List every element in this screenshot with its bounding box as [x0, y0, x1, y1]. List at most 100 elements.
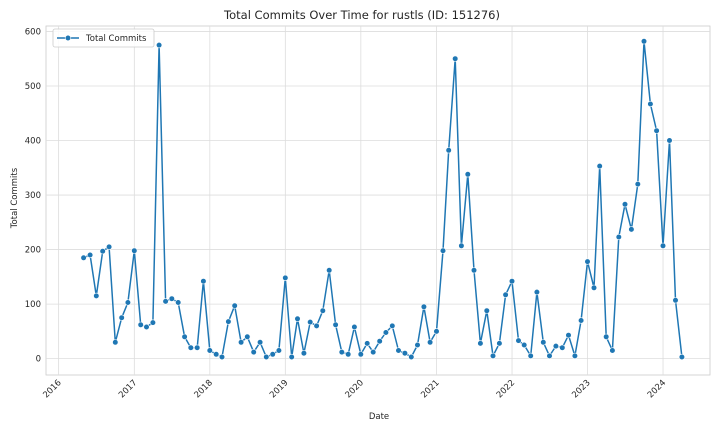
data-point — [389, 322, 396, 330]
data-point — [533, 289, 541, 296]
data-point — [546, 352, 553, 360]
data-point — [596, 163, 603, 170]
data-point — [672, 297, 679, 304]
data-point — [464, 171, 471, 178]
data-point — [483, 307, 490, 314]
data-point — [257, 339, 264, 346]
data-point — [338, 349, 345, 356]
data-point — [401, 350, 409, 357]
data-point — [319, 307, 326, 314]
data-point — [206, 347, 213, 354]
y-axis-label: Total Commits — [10, 167, 20, 229]
plot-frame — [45, 25, 711, 376]
data-point — [521, 341, 528, 349]
data-point — [452, 55, 459, 62]
data-point — [414, 341, 421, 349]
data-point — [194, 344, 201, 351]
data-point — [615, 233, 622, 241]
data-point — [181, 333, 188, 340]
data-point — [496, 340, 503, 347]
data-point — [307, 319, 314, 326]
data-point — [439, 247, 447, 254]
data-point — [659, 242, 667, 249]
data-point — [332, 321, 339, 328]
data-point — [118, 314, 125, 321]
data-point — [345, 351, 352, 358]
data-point — [149, 319, 156, 326]
data-point — [263, 353, 270, 361]
data-point — [168, 295, 175, 302]
data-point — [477, 340, 484, 347]
data-point — [231, 302, 238, 309]
data-point — [565, 332, 572, 339]
data-point — [408, 353, 415, 361]
data-point — [445, 147, 452, 154]
data-point — [571, 352, 579, 360]
data-point — [156, 41, 163, 49]
data-point — [162, 298, 169, 305]
data-point — [502, 291, 509, 298]
data-point — [99, 248, 106, 255]
legend-marker-swatch — [64, 34, 72, 42]
y-tick-label: 100 — [25, 300, 41, 310]
chart-title: Total Commits Over Time for rustls (ID: … — [223, 8, 500, 22]
series-layer — [80, 38, 686, 361]
y-tick-label: 500 — [25, 82, 41, 92]
data-point — [80, 254, 87, 261]
data-point — [420, 303, 428, 310]
data-point — [175, 299, 182, 306]
data-point — [376, 338, 383, 345]
y-tick-label: 400 — [25, 137, 41, 147]
data-point — [200, 278, 207, 285]
data-point — [540, 339, 547, 346]
data-point — [653, 127, 660, 134]
series-line-total-commits — [83, 40, 683, 358]
data-point — [351, 323, 358, 331]
data-point — [218, 353, 226, 361]
data-point — [395, 347, 402, 354]
data-point — [364, 340, 371, 347]
data-point — [678, 353, 686, 361]
legend: Total Commits — [52, 28, 155, 48]
data-point — [313, 322, 320, 330]
data-point — [559, 344, 566, 351]
data-point — [577, 317, 585, 324]
data-point — [300, 350, 308, 357]
data-point — [357, 351, 364, 358]
grid-lines — [46, 26, 710, 375]
data-point — [489, 352, 497, 360]
data-point — [666, 137, 673, 144]
data-point — [105, 243, 113, 250]
data-point — [640, 38, 648, 45]
data-point — [382, 329, 390, 336]
data-point — [213, 351, 220, 358]
data-point — [275, 347, 283, 354]
data-point — [527, 352, 534, 360]
data-point — [515, 337, 522, 344]
data-point — [508, 278, 516, 285]
data-point — [584, 258, 591, 265]
data-point — [552, 343, 560, 350]
legend-box — [52, 28, 155, 48]
data-point — [433, 328, 440, 335]
data-point — [427, 339, 434, 346]
data-point — [269, 351, 276, 358]
data-point — [124, 299, 131, 306]
plot-area — [45, 25, 711, 376]
data-point — [590, 284, 598, 291]
data-point — [458, 242, 465, 249]
data-point — [131, 247, 138, 254]
data-point — [634, 181, 641, 188]
data-point — [621, 201, 629, 208]
legend-label-total-commits: Total Commits — [85, 34, 147, 44]
data-point — [326, 267, 333, 274]
data-point — [282, 274, 289, 282]
x-axis-label: Date — [369, 412, 389, 422]
data-point — [370, 349, 377, 356]
y-tick-label: 200 — [25, 246, 41, 256]
data-point — [647, 100, 654, 108]
data-point — [244, 333, 251, 340]
data-point — [143, 323, 150, 331]
data-point — [294, 315, 301, 322]
